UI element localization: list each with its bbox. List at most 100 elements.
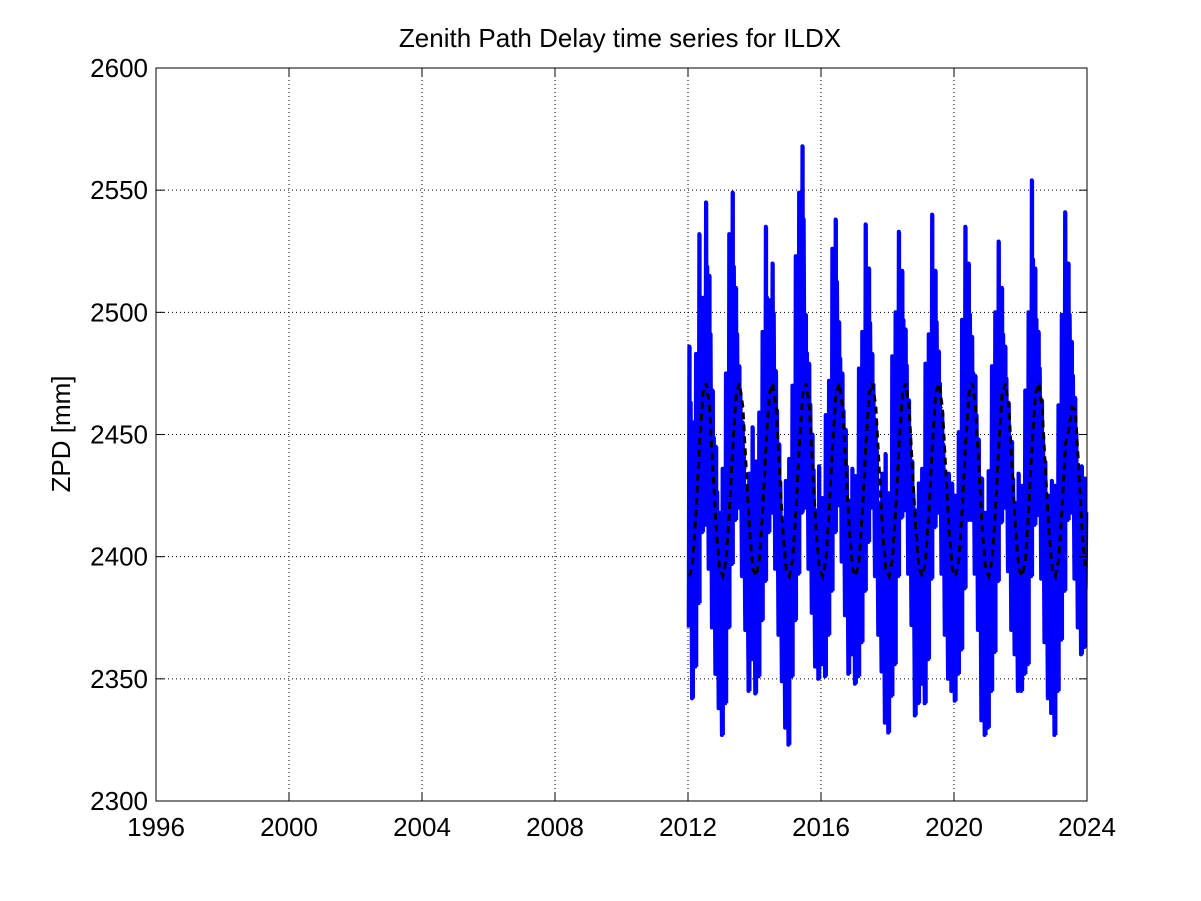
model-point (788, 575, 790, 577)
model-point (1071, 407, 1073, 409)
x-tick-label: 2008 (526, 812, 584, 842)
model-point (888, 575, 890, 577)
model-point (735, 392, 737, 394)
model-point (1001, 392, 1003, 394)
y-tick-label: 2350 (90, 664, 148, 694)
model-point (921, 575, 923, 577)
model-point (1031, 443, 1033, 445)
model-point (852, 568, 854, 570)
plot-area (686, 144, 1089, 747)
model-point (941, 407, 943, 409)
y-tick-labels: 2300 2350 2400 2450 2500 2550 2600 (90, 53, 148, 816)
x-tick-labels: 1996 2000 2004 2008 2012 2016 2020 2024 (127, 812, 1116, 842)
model-point (855, 575, 857, 577)
model-point (739, 382, 741, 384)
chart-title: Zenith Path Delay time series for ILDX (399, 23, 841, 53)
model-point (692, 558, 694, 560)
model-point (928, 507, 930, 509)
model-point (758, 558, 760, 560)
model-point (1084, 568, 1086, 570)
model-point (1048, 529, 1050, 531)
model-point (955, 575, 957, 577)
model-point (729, 507, 731, 509)
model-point (722, 575, 724, 577)
model-point (715, 529, 717, 531)
model-point (709, 407, 711, 409)
model-point (898, 443, 900, 445)
model-point (988, 575, 990, 577)
model-point (862, 507, 864, 509)
model-point (948, 529, 950, 531)
model-point (1068, 429, 1070, 431)
model-point (865, 443, 867, 445)
model-point (945, 468, 947, 470)
model-point (732, 443, 734, 445)
model-point (931, 443, 933, 445)
model-point (905, 382, 907, 384)
y-axis-label: ZPD [mm] (46, 376, 76, 493)
y-tick-label: 2400 (90, 542, 148, 572)
model-point (971, 382, 973, 384)
y-tick-label: 2450 (90, 420, 148, 450)
model-point (805, 382, 807, 384)
x-tick-label: 2016 (792, 812, 850, 842)
x-tick-label: 1996 (127, 812, 185, 842)
x-tick-label: 2000 (260, 812, 318, 842)
model-point (908, 407, 910, 409)
model-point (725, 558, 727, 560)
model-point (1008, 407, 1010, 409)
model-point (1064, 443, 1066, 445)
model-point (785, 568, 787, 570)
model-point (1044, 468, 1046, 470)
model-point (882, 529, 884, 531)
model-point (938, 382, 940, 384)
model-point (935, 392, 937, 394)
model-point (838, 382, 840, 384)
model-point (828, 507, 830, 509)
model-point (818, 568, 820, 570)
model-point (1005, 382, 1007, 384)
model-point (1028, 507, 1030, 509)
model-point (795, 507, 797, 509)
model-point (1058, 558, 1060, 560)
model-point (885, 568, 887, 570)
y-tick-label: 2500 (90, 297, 148, 327)
model-point (918, 568, 920, 570)
model-point (1021, 575, 1023, 577)
model-point (985, 568, 987, 570)
model-point (975, 407, 977, 409)
model-point (991, 558, 993, 560)
model-point (699, 443, 701, 445)
model-point (802, 392, 804, 394)
model-series-line (688, 382, 1087, 582)
model-point (965, 443, 967, 445)
model-point (1034, 392, 1036, 394)
model-point (782, 529, 784, 531)
model-point (978, 468, 980, 470)
model-point (752, 568, 754, 570)
model-point (745, 468, 747, 470)
model-point (925, 558, 927, 560)
model-point (995, 507, 997, 509)
model-point (845, 468, 847, 470)
model-point (765, 443, 767, 445)
model-point (812, 468, 814, 470)
model-point (712, 468, 714, 470)
model-point (858, 558, 860, 560)
model-point (762, 507, 764, 509)
model-point (825, 558, 827, 560)
model-point (755, 575, 757, 577)
model-point (775, 407, 777, 409)
model-point (891, 558, 893, 560)
model-point (705, 382, 707, 384)
model-point (689, 575, 691, 577)
model-point (878, 468, 880, 470)
model-point (772, 382, 774, 384)
model-point (832, 443, 834, 445)
model-point (1078, 468, 1080, 470)
model-point (951, 568, 953, 570)
model-point (1081, 529, 1083, 531)
model-point (868, 392, 870, 394)
model-point (1061, 507, 1063, 509)
